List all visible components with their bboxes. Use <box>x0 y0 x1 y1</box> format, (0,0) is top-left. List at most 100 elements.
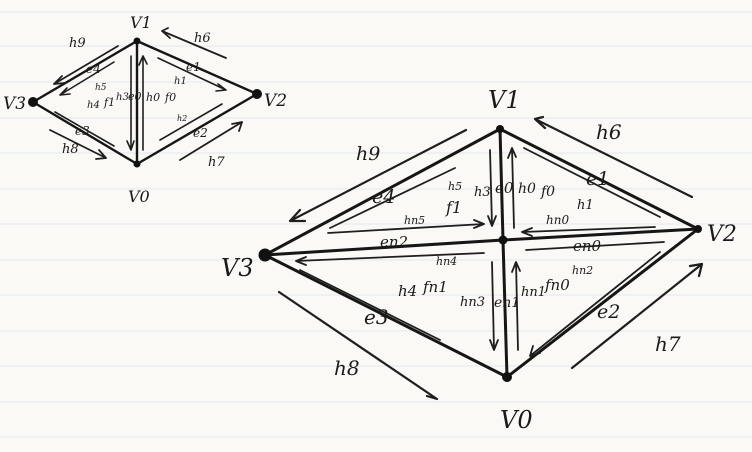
large-label-e3: e3 <box>364 305 389 329</box>
large-edge-en1 <box>501 238 509 379</box>
large-label-hn3: hn3 <box>460 295 485 310</box>
large-arrow-hn4 <box>295 252 485 266</box>
large-vertex-v3 <box>258 248 272 262</box>
large-label-en0: en0 <box>573 237 602 255</box>
large-arrow-h3 <box>487 149 497 227</box>
large-edge-e1 <box>498 127 700 231</box>
small-vertex-v2 <box>252 89 262 99</box>
small-label-h9: h9 <box>69 36 86 51</box>
small-label-f0: f0 <box>164 91 176 104</box>
small-vertex-v0 <box>133 160 141 168</box>
small-label-e4: e4 <box>86 62 101 76</box>
large-arrow-hn3 <box>489 261 499 351</box>
small-label-h5: h5 <box>95 83 107 93</box>
small-edge-e1 <box>135 39 259 96</box>
large-label-h4: h4 <box>398 282 417 300</box>
large-label-e4: e4 <box>372 186 395 208</box>
small-edge-e2 <box>135 92 259 166</box>
large-arrow-h8 <box>277 290 439 401</box>
large-edge-e0 <box>498 127 505 242</box>
large-label-e0: e0 <box>495 179 514 197</box>
large-arrow-h6 <box>533 115 694 199</box>
large-label-v1: V1 <box>488 86 521 114</box>
large-vertex-v1 <box>496 125 504 133</box>
large-edge-en2 <box>263 238 505 257</box>
large-label-f0: f0 <box>540 184 555 200</box>
large-label-f1: f1 <box>445 198 462 217</box>
small-label-h1: h1 <box>174 76 187 87</box>
small-edge-e4 <box>31 39 139 104</box>
large-label-v0: V0 <box>500 406 533 434</box>
large-label-en2: en2 <box>380 233 408 251</box>
small-label-h3: h3 <box>116 92 129 103</box>
large-arrow-hn2 <box>525 241 665 251</box>
small-label-h4: h4 <box>87 100 100 111</box>
small-arrow-h5 <box>54 111 115 147</box>
large-label-fn0: fn0 <box>544 276 570 294</box>
small-label-e3: e3 <box>75 124 90 138</box>
small-label-h0: h0 <box>146 91 160 104</box>
small-vertex-v3 <box>28 97 38 107</box>
small-arrow-h4 <box>59 61 115 96</box>
small-halfedge-arrows <box>49 27 243 161</box>
large-vertex-v0 <box>502 372 512 382</box>
large-mesh: V1 V0 V2 V3 h9 h6 h8 h7 e4 e1 e3 e2 e0 e… <box>221 86 737 434</box>
large-label-h7: h7 <box>655 332 681 356</box>
large-label-hn1: hn1 <box>521 285 546 300</box>
large-arrow-h1 <box>523 147 661 218</box>
small-arrow-h6 <box>161 27 227 59</box>
large-arrow-h4 <box>329 167 456 229</box>
small-label-f1: f1 <box>103 96 115 109</box>
large-label-e1: e1 <box>586 168 609 190</box>
large-edge-e3 <box>263 253 509 379</box>
small-edge-e3 <box>31 100 139 166</box>
large-vertex-new <box>498 235 508 245</box>
large-label-h5: h5 <box>448 180 462 193</box>
large-label-hn2: hn2 <box>572 264 593 277</box>
small-arrow-h7 <box>179 121 243 161</box>
large-label-hn4: hn4 <box>436 255 457 268</box>
large-label-hn5: hn5 <box>404 214 425 227</box>
small-label-e2: e2 <box>193 126 208 140</box>
small-arrow-h1 <box>157 57 227 92</box>
large-edge-en0 <box>501 227 700 242</box>
small-label-v0: V0 <box>128 187 150 206</box>
large-arrow-hn0 <box>521 226 656 237</box>
large-label-v2: V2 <box>707 222 737 247</box>
large-label-h0: h0 <box>518 181 536 197</box>
large-edge-e2 <box>505 227 700 379</box>
small-arrow-h2 <box>159 103 223 141</box>
small-arrow-h9 <box>53 45 119 85</box>
small-arrow-h3 <box>126 55 135 151</box>
small-label-h7: h7 <box>208 155 225 170</box>
large-label-h3: h3 <box>474 185 491 200</box>
small-label-h2: h2 <box>177 114 187 123</box>
small-arrow-h0 <box>138 55 148 151</box>
large-arrow-h2 <box>529 251 661 357</box>
large-vertex-v2 <box>694 225 702 233</box>
large-edge-e4 <box>263 127 502 257</box>
large-label-h6: h6 <box>596 120 622 144</box>
small-label-v3: V3 <box>3 94 26 114</box>
large-label-v3: V3 <box>221 254 254 282</box>
ruled-lines <box>0 11 752 438</box>
small-label-v2: V2 <box>264 91 287 111</box>
small-label-v1: V1 <box>130 13 152 32</box>
large-label-h9: h9 <box>356 143 380 165</box>
large-arrow-h9 <box>288 128 468 223</box>
small-arrow-h8 <box>49 129 107 160</box>
large-halfedge-arrows <box>277 115 704 401</box>
large-label-hn0: hn0 <box>546 213 569 227</box>
large-label-e2: e2 <box>597 301 620 323</box>
large-label-h1: h1 <box>577 198 594 213</box>
small-label-h6: h6 <box>194 31 211 46</box>
large-arrow-h5 <box>299 269 441 341</box>
large-arrow-h7 <box>570 262 704 370</box>
large-label-h8: h8 <box>334 356 360 380</box>
large-arrow-hn1 <box>511 261 521 351</box>
small-mesh: V1 V0 V2 V3 h9 h6 h8 h7 e4 e1 e3 e2 e0 h… <box>3 13 287 206</box>
small-label-h8: h8 <box>62 142 79 157</box>
small-label-e1: e1 <box>186 60 201 74</box>
small-label-e0: e0 <box>128 90 142 103</box>
